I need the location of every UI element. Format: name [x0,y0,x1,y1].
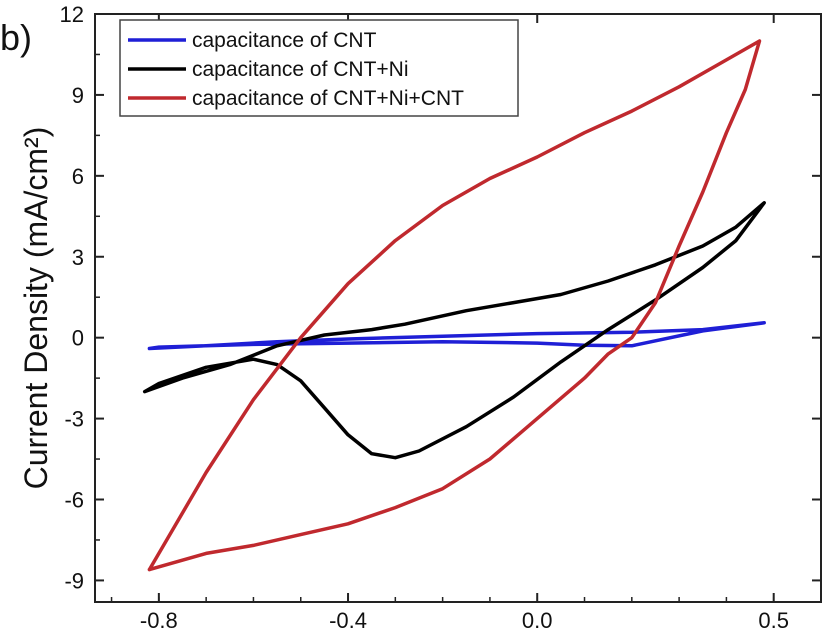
plot-frame [94,13,822,603]
x-tick-label: 0.0 [522,608,553,632]
series-line-2 [142,201,766,460]
legend: capacitance of CNT capacitance of CNT+Ni c… [119,19,519,117]
x-tick-label: 0.5 [758,608,789,632]
y-tick-label: -6 [64,488,84,513]
panel-label: b) [0,17,32,58]
y-axis-label: Current Density (mA/cm²) [18,127,54,490]
series-line-3 [147,39,762,572]
x-axis: -0.8 -0.4 0.0 0.5 [110,14,789,632]
legend-label-1: capacitance of CNT [192,29,377,52]
x-tick-label: -0.8 [140,608,178,632]
y-tick-label: -9 [64,568,84,593]
y-tick-label: 9 [72,83,84,108]
x-tick-label: -0.4 [329,608,367,632]
y-tick-label: 12 [60,2,84,27]
legend-box [119,19,519,117]
y-tick-label: 6 [72,164,84,189]
y-tick-label: -3 [64,407,84,432]
y-tick-label: 3 [72,245,84,270]
series-layer [142,39,766,572]
y-axis: -9 -6 -3 0 3 6 9 12 [60,2,821,593]
legend-label-2: capacitance of CNT+Ni [192,58,409,81]
y-tick-label: 0 [72,326,84,351]
series-line-1 [147,321,766,351]
legend-label-3: capacitance of CNT+Ni+CNT [192,87,464,110]
